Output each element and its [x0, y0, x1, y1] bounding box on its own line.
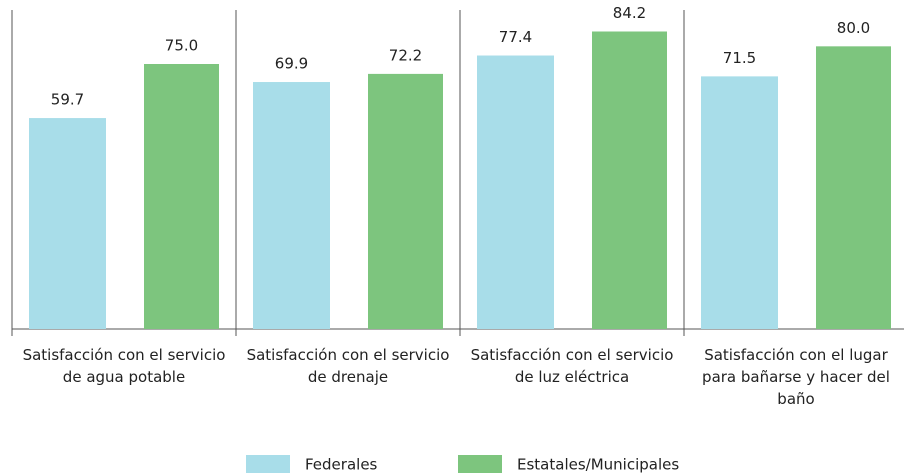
value-label: 84.2: [613, 4, 646, 22]
value-label: 77.4: [499, 28, 532, 46]
bar: [816, 46, 891, 329]
value-label: 72.2: [389, 46, 422, 64]
bar: [701, 76, 778, 329]
bar: [592, 31, 667, 329]
bar: [29, 118, 106, 329]
value-label: 59.7: [51, 91, 84, 109]
value-label: 75.0: [165, 37, 198, 55]
value-label: 80.0: [837, 19, 870, 37]
bar: [253, 82, 330, 330]
legend-label: Estatales/Municipales: [517, 456, 679, 473]
bar: [477, 55, 554, 330]
x-tick-label: Satisfacción con el servicio de luz eléc…: [470, 346, 674, 386]
legend-swatch: [246, 455, 290, 473]
bar: [144, 64, 219, 329]
value-label: 71.5: [723, 49, 756, 67]
x-tick-label: Satisfacción con el lugar para bañarse y…: [702, 346, 890, 408]
legend-label: Federales: [305, 456, 378, 473]
x-tick-label: Satisfacción con el servicio de agua pot…: [22, 346, 226, 386]
bar: [368, 73, 443, 329]
x-tick-label: Satisfacción con el servicio de drenaje: [246, 346, 450, 386]
value-label: 69.9: [275, 55, 308, 73]
legend-swatch: [458, 455, 502, 473]
